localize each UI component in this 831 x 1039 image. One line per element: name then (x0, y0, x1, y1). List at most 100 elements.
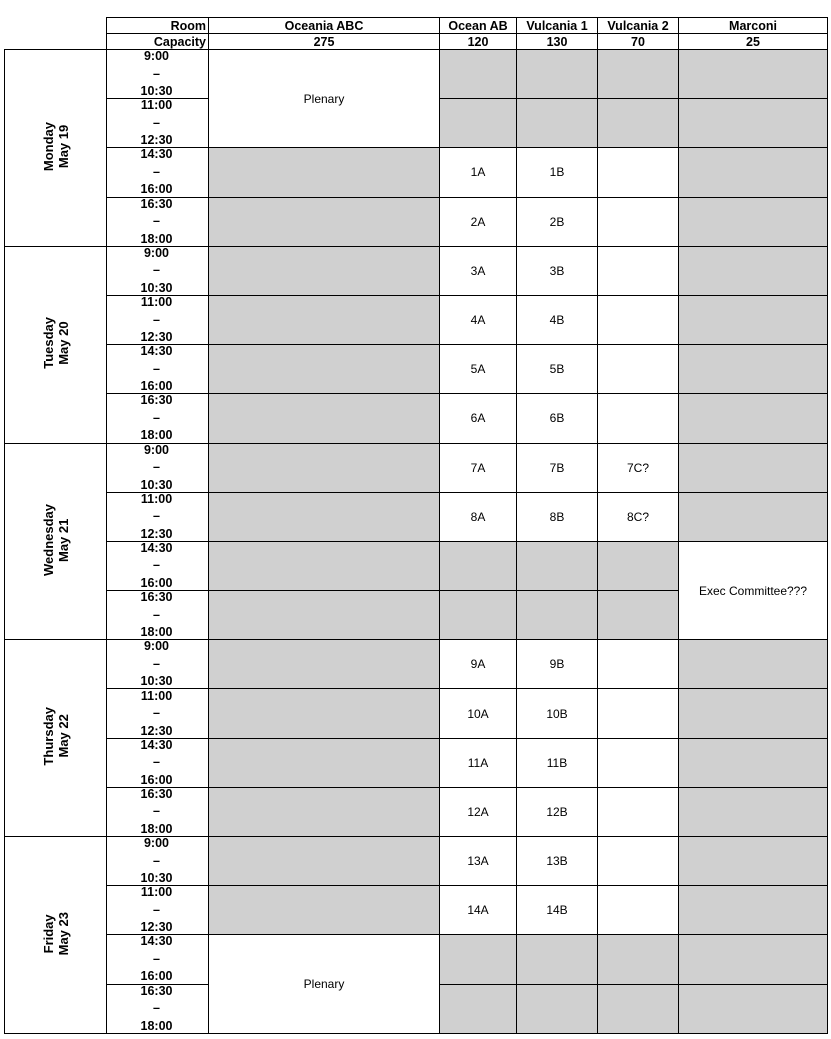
time-dash: – (153, 902, 160, 917)
day-name: Monday (40, 121, 56, 171)
session-cell: Exec Committee??? (678, 540, 828, 641)
unavailable-cell (208, 196, 440, 247)
unavailable-cell (678, 688, 828, 739)
session-cell: 10A (439, 688, 517, 739)
start-time: 11:00 (140, 688, 173, 703)
session-cell: 7A (439, 442, 517, 493)
time-range: 14:30 – 16:00 (108, 344, 208, 393)
time-slot-row: 16:30 – 18:00 (5, 983, 828, 1034)
end-time: 18:00 (140, 428, 173, 443)
unavailable-cell (597, 934, 679, 985)
time-dash: – (153, 706, 160, 721)
unavailable-cell (678, 737, 828, 788)
unavailable-cell (516, 540, 598, 592)
unavailable-cell (597, 98, 679, 149)
time-cell: 11:00 – 12:30 (106, 294, 209, 346)
start-time: 14:30 (140, 541, 173, 555)
unavailable-cell (208, 393, 440, 444)
session-cell: 5A (439, 344, 517, 395)
unavailable-cell (678, 48, 828, 100)
time-dash: – (153, 312, 160, 327)
session-cell: 9A (439, 639, 517, 690)
time-cell: 14:30 – 16:00 (106, 540, 209, 592)
schedule-table: Room Oceania ABC Ocean AB Vulcania 1 Vul… (4, 17, 828, 1034)
room-header-row: Room Oceania ABC Ocean AB Vulcania 1 Vul… (5, 17, 828, 34)
start-time: 14:30 (140, 344, 173, 359)
unavailable-cell (678, 344, 828, 395)
end-time: 12:30 (140, 920, 173, 935)
unavailable-cell (516, 98, 598, 149)
time-dash: – (153, 804, 160, 819)
corner-blank (5, 18, 107, 34)
time-range: 9:00 – 10:30 (108, 444, 208, 491)
time-slot-row: 14:30 – 16:00 Plenary (5, 934, 828, 1034)
unavailable-cell (208, 688, 440, 739)
time-slot-row: 11:00 – 12:30 14A 14B (5, 885, 828, 936)
time-range: 9:00 – 10:30 (108, 51, 208, 99)
open-cell (597, 737, 679, 788)
session-cell: 4A (439, 294, 517, 346)
session-cell: 12A (439, 786, 517, 838)
start-time: 14:30 (140, 147, 173, 162)
start-time: 16:30 (140, 590, 173, 605)
day-label: Friday May 23 (41, 912, 71, 955)
session-cell: 8A (439, 491, 517, 542)
time-cell: 16:30 – 18:00 (106, 196, 209, 247)
unavailable-cell (597, 48, 679, 100)
unavailable-cell (516, 934, 598, 985)
day-name: Friday (40, 913, 56, 953)
time-slot-row: 14:30 – 16:00 Exec Committee??? (5, 540, 828, 641)
corner-blank (5, 34, 107, 50)
unavailable-cell (208, 294, 440, 346)
end-time: 18:00 (140, 625, 173, 640)
end-time: 12:30 (140, 330, 173, 345)
unavailable-cell (678, 294, 828, 346)
time-range: 11:00 – 12:30 (108, 688, 208, 737)
unavailable-cell (678, 983, 828, 1034)
start-time: 16:30 (140, 393, 173, 408)
time-dash: – (153, 214, 160, 229)
end-time: 16:00 (140, 182, 173, 197)
session-cell: 1A (439, 147, 517, 198)
time-dash: – (153, 1001, 160, 1016)
session-cell: 8C? (597, 491, 679, 542)
time-slot-row: Thursday May 22 9:00 – 10:30 9A 9B (4, 639, 828, 837)
time-slot-row: Tuesday May 20 9:00 – 10:30 3A 3B (4, 245, 828, 444)
session-cell: 7B (516, 442, 598, 493)
time-slot-row: 14:30 – 16:00 1A 1B (5, 147, 828, 198)
day-label: Thursday May 22 (41, 707, 71, 766)
time-dash: – (153, 66, 160, 81)
session-cell: 4B (516, 294, 598, 346)
unavailable-cell (208, 344, 440, 395)
session-cell: Plenary (208, 48, 440, 149)
unavailable-cell (439, 98, 517, 149)
end-time: 16:00 (140, 969, 173, 984)
time-cell: 11:00 – 12:30 (106, 688, 209, 739)
session-cell: 3B (516, 245, 598, 296)
session-cell: 6A (439, 393, 517, 444)
end-time: 10:30 (140, 871, 173, 886)
unavailable-cell (678, 639, 828, 690)
time-cell: 11:00 – 12:30 (106, 885, 209, 936)
session-cell: 10B (516, 688, 598, 739)
session-cell: 5B (516, 344, 598, 395)
day-label: Monday May 19 (41, 122, 71, 171)
end-time: 10:30 (140, 84, 173, 99)
unavailable-cell (208, 540, 440, 592)
session-cell: 7C? (597, 442, 679, 493)
unavailable-cell (678, 491, 828, 542)
unavailable-cell (208, 639, 440, 690)
day-name: Wednesday (40, 503, 56, 576)
day-cell: Friday May 23 (4, 836, 107, 1034)
time-dash: – (153, 607, 160, 622)
time-cell: 14:30 – 16:00 (106, 737, 209, 788)
unavailable-cell (678, 885, 828, 936)
time-dash: – (153, 558, 160, 573)
time-slot-row: 14:30 – 16:00 11A 11B (5, 737, 828, 788)
start-time: 9:00 (143, 246, 170, 260)
unavailable-cell (208, 835, 440, 887)
time-slot-row: Wednesday May 21 9:00 – 10:30 7A 7B 7C? (4, 442, 828, 641)
time-range: 14:30 – 16:00 (108, 936, 208, 984)
room-name-ocean-ab: Ocean AB (439, 17, 517, 34)
time-cell: 9:00 – 10:30 (106, 835, 209, 887)
